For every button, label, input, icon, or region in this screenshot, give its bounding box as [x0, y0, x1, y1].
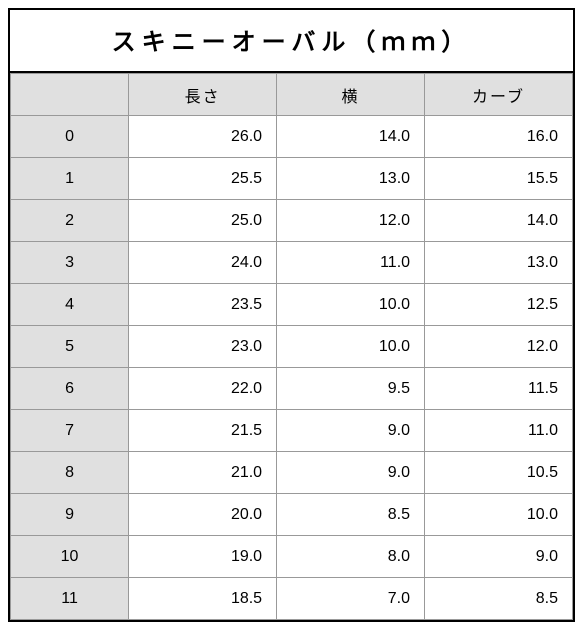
cell-length: 23.0 — [129, 326, 277, 368]
cell-curve: 8.5 — [425, 578, 573, 620]
row-index: 3 — [11, 242, 129, 284]
table-row: 1 25.5 13.0 15.5 — [11, 158, 573, 200]
table-row: 2 25.0 12.0 14.0 — [11, 200, 573, 242]
row-index: 7 — [11, 410, 129, 452]
cell-length: 19.0 — [129, 536, 277, 578]
cell-curve: 10.0 — [425, 494, 573, 536]
table-row: 5 23.0 10.0 12.0 — [11, 326, 573, 368]
row-index: 2 — [11, 200, 129, 242]
cell-curve: 12.5 — [425, 284, 573, 326]
cell-curve: 12.0 — [425, 326, 573, 368]
cell-width: 12.0 — [277, 200, 425, 242]
cell-curve: 14.0 — [425, 200, 573, 242]
row-index: 6 — [11, 368, 129, 410]
cell-width: 14.0 — [277, 116, 425, 158]
cell-length: 21.0 — [129, 452, 277, 494]
table-row: 3 24.0 11.0 13.0 — [11, 242, 573, 284]
header-length: 長さ — [129, 74, 277, 116]
cell-curve: 15.5 — [425, 158, 573, 200]
cell-width: 8.0 — [277, 536, 425, 578]
table-row: 4 23.5 10.0 12.5 — [11, 284, 573, 326]
row-index: 1 — [11, 158, 129, 200]
cell-curve: 11.0 — [425, 410, 573, 452]
cell-width: 13.0 — [277, 158, 425, 200]
table-container: スキニーオーバル（ｍｍ） 長さ 横 カーブ 0 26.0 — [8, 8, 575, 622]
row-index: 5 — [11, 326, 129, 368]
cell-length: 21.5 — [129, 410, 277, 452]
cell-width: 8.5 — [277, 494, 425, 536]
cell-length: 24.0 — [129, 242, 277, 284]
cell-length: 22.0 — [129, 368, 277, 410]
table-title: スキニーオーバル（ｍｍ） — [10, 10, 573, 73]
table-row: 6 22.0 9.5 11.5 — [11, 368, 573, 410]
cell-width: 10.0 — [277, 326, 425, 368]
cell-length: 25.5 — [129, 158, 277, 200]
row-index: 0 — [11, 116, 129, 158]
cell-width: 9.0 — [277, 452, 425, 494]
header-curve: カーブ — [425, 74, 573, 116]
header-width: 横 — [277, 74, 425, 116]
row-index: 9 — [11, 494, 129, 536]
row-index: 11 — [11, 578, 129, 620]
row-index: 10 — [11, 536, 129, 578]
header-blank — [11, 74, 129, 116]
cell-curve: 10.5 — [425, 452, 573, 494]
cell-length: 18.5 — [129, 578, 277, 620]
table-row: 9 20.0 8.5 10.0 — [11, 494, 573, 536]
cell-length: 20.0 — [129, 494, 277, 536]
cell-width: 7.0 — [277, 578, 425, 620]
cell-curve: 9.0 — [425, 536, 573, 578]
row-index: 4 — [11, 284, 129, 326]
cell-width: 9.0 — [277, 410, 425, 452]
table-row: 10 19.0 8.0 9.0 — [11, 536, 573, 578]
table-row: 0 26.0 14.0 16.0 — [11, 116, 573, 158]
canvas: スキニーオーバル（ｍｍ） 長さ 横 カーブ 0 26.0 — [0, 0, 583, 639]
cell-curve: 16.0 — [425, 116, 573, 158]
header-row: 長さ 横 カーブ — [11, 74, 573, 116]
cell-width: 9.5 — [277, 368, 425, 410]
cell-width: 11.0 — [277, 242, 425, 284]
cell-length: 23.5 — [129, 284, 277, 326]
cell-width: 10.0 — [277, 284, 425, 326]
row-index: 8 — [11, 452, 129, 494]
cell-curve: 13.0 — [425, 242, 573, 284]
cell-length: 26.0 — [129, 116, 277, 158]
cell-curve: 11.5 — [425, 368, 573, 410]
table-row: 7 21.5 9.0 11.0 — [11, 410, 573, 452]
table-row: 11 18.5 7.0 8.5 — [11, 578, 573, 620]
table-row: 8 21.0 9.0 10.5 — [11, 452, 573, 494]
cell-length: 25.0 — [129, 200, 277, 242]
size-table: 長さ 横 カーブ 0 26.0 14.0 16.0 1 25.5 13.0 15… — [10, 73, 573, 620]
